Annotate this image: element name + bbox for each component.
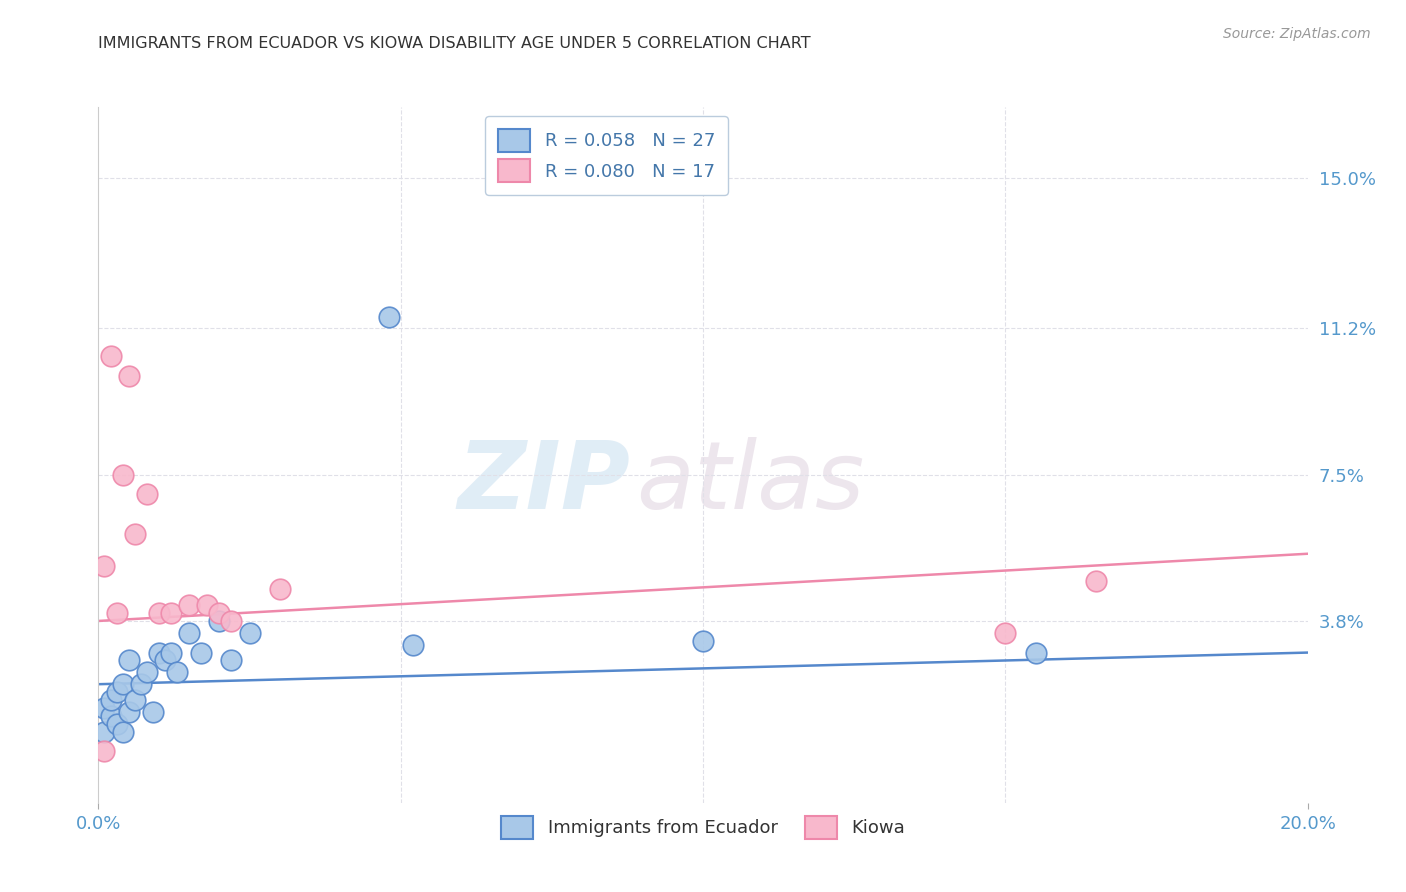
- Point: [994, 625, 1017, 640]
- Point: [153, 653, 176, 667]
- Point: [135, 487, 157, 501]
- Point: [160, 646, 183, 660]
- Point: [111, 467, 134, 482]
- Point: [124, 527, 146, 541]
- Text: Source: ZipAtlas.com: Source: ZipAtlas.com: [1223, 27, 1371, 41]
- Point: [93, 701, 115, 715]
- Point: [129, 677, 152, 691]
- Point: [124, 693, 146, 707]
- Point: [221, 614, 243, 628]
- Point: [1085, 574, 1108, 589]
- Point: [118, 368, 141, 383]
- Point: [118, 705, 141, 719]
- Point: [100, 349, 122, 363]
- Text: ZIP: ZIP: [457, 437, 630, 529]
- Point: [195, 598, 218, 612]
- Point: [179, 625, 201, 640]
- Point: [179, 598, 201, 612]
- Point: [100, 693, 122, 707]
- Text: IMMIGRANTS FROM ECUADOR VS KIOWA DISABILITY AGE UNDER 5 CORRELATION CHART: IMMIGRANTS FROM ECUADOR VS KIOWA DISABIL…: [98, 36, 811, 51]
- Point: [160, 606, 183, 620]
- Point: [93, 724, 115, 739]
- Point: [111, 677, 134, 691]
- Point: [148, 606, 170, 620]
- Point: [105, 606, 128, 620]
- Point: [105, 716, 128, 731]
- Text: atlas: atlas: [637, 437, 865, 528]
- Point: [148, 646, 170, 660]
- Point: [100, 708, 122, 723]
- Point: [93, 744, 115, 758]
- Point: [692, 633, 714, 648]
- Point: [1024, 646, 1046, 660]
- Point: [269, 582, 291, 597]
- Legend: Immigrants from Ecuador, Kiowa: Immigrants from Ecuador, Kiowa: [494, 808, 912, 846]
- Point: [166, 665, 188, 680]
- Point: [142, 705, 165, 719]
- Point: [239, 625, 262, 640]
- Point: [135, 665, 157, 680]
- Point: [190, 646, 212, 660]
- Point: [118, 653, 141, 667]
- Point: [208, 606, 231, 620]
- Point: [221, 653, 243, 667]
- Point: [111, 724, 134, 739]
- Point: [377, 310, 399, 324]
- Point: [208, 614, 231, 628]
- Point: [93, 558, 115, 573]
- Point: [105, 685, 128, 699]
- Point: [402, 638, 425, 652]
